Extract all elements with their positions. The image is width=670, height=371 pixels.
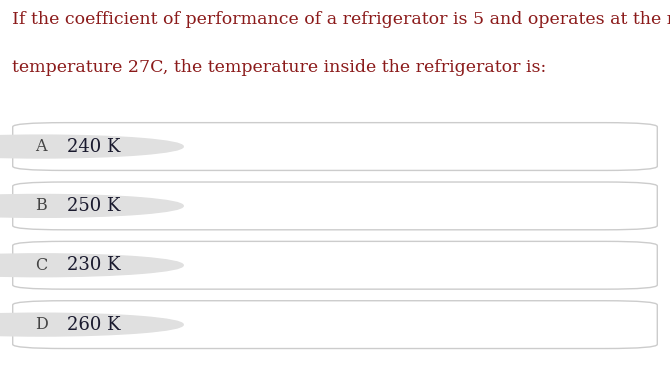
- FancyBboxPatch shape: [13, 242, 657, 289]
- Text: B: B: [36, 197, 47, 214]
- Text: 250 K: 250 K: [67, 197, 121, 215]
- Circle shape: [0, 194, 183, 217]
- FancyBboxPatch shape: [13, 301, 657, 348]
- Text: C: C: [35, 257, 48, 274]
- Text: If the coefficient of performance of a refrigerator is 5 and operates at the roo: If the coefficient of performance of a r…: [12, 11, 670, 28]
- Circle shape: [0, 135, 183, 158]
- Text: A: A: [36, 138, 47, 155]
- Text: 230 K: 230 K: [67, 256, 121, 274]
- FancyBboxPatch shape: [13, 123, 657, 170]
- Text: D: D: [35, 316, 48, 333]
- Text: 240 K: 240 K: [67, 138, 121, 155]
- Circle shape: [0, 313, 183, 336]
- FancyBboxPatch shape: [13, 182, 657, 230]
- Circle shape: [0, 254, 183, 277]
- Text: 260 K: 260 K: [67, 316, 121, 334]
- Text: temperature 27C, the temperature inside the refrigerator is:: temperature 27C, the temperature inside …: [12, 59, 546, 76]
